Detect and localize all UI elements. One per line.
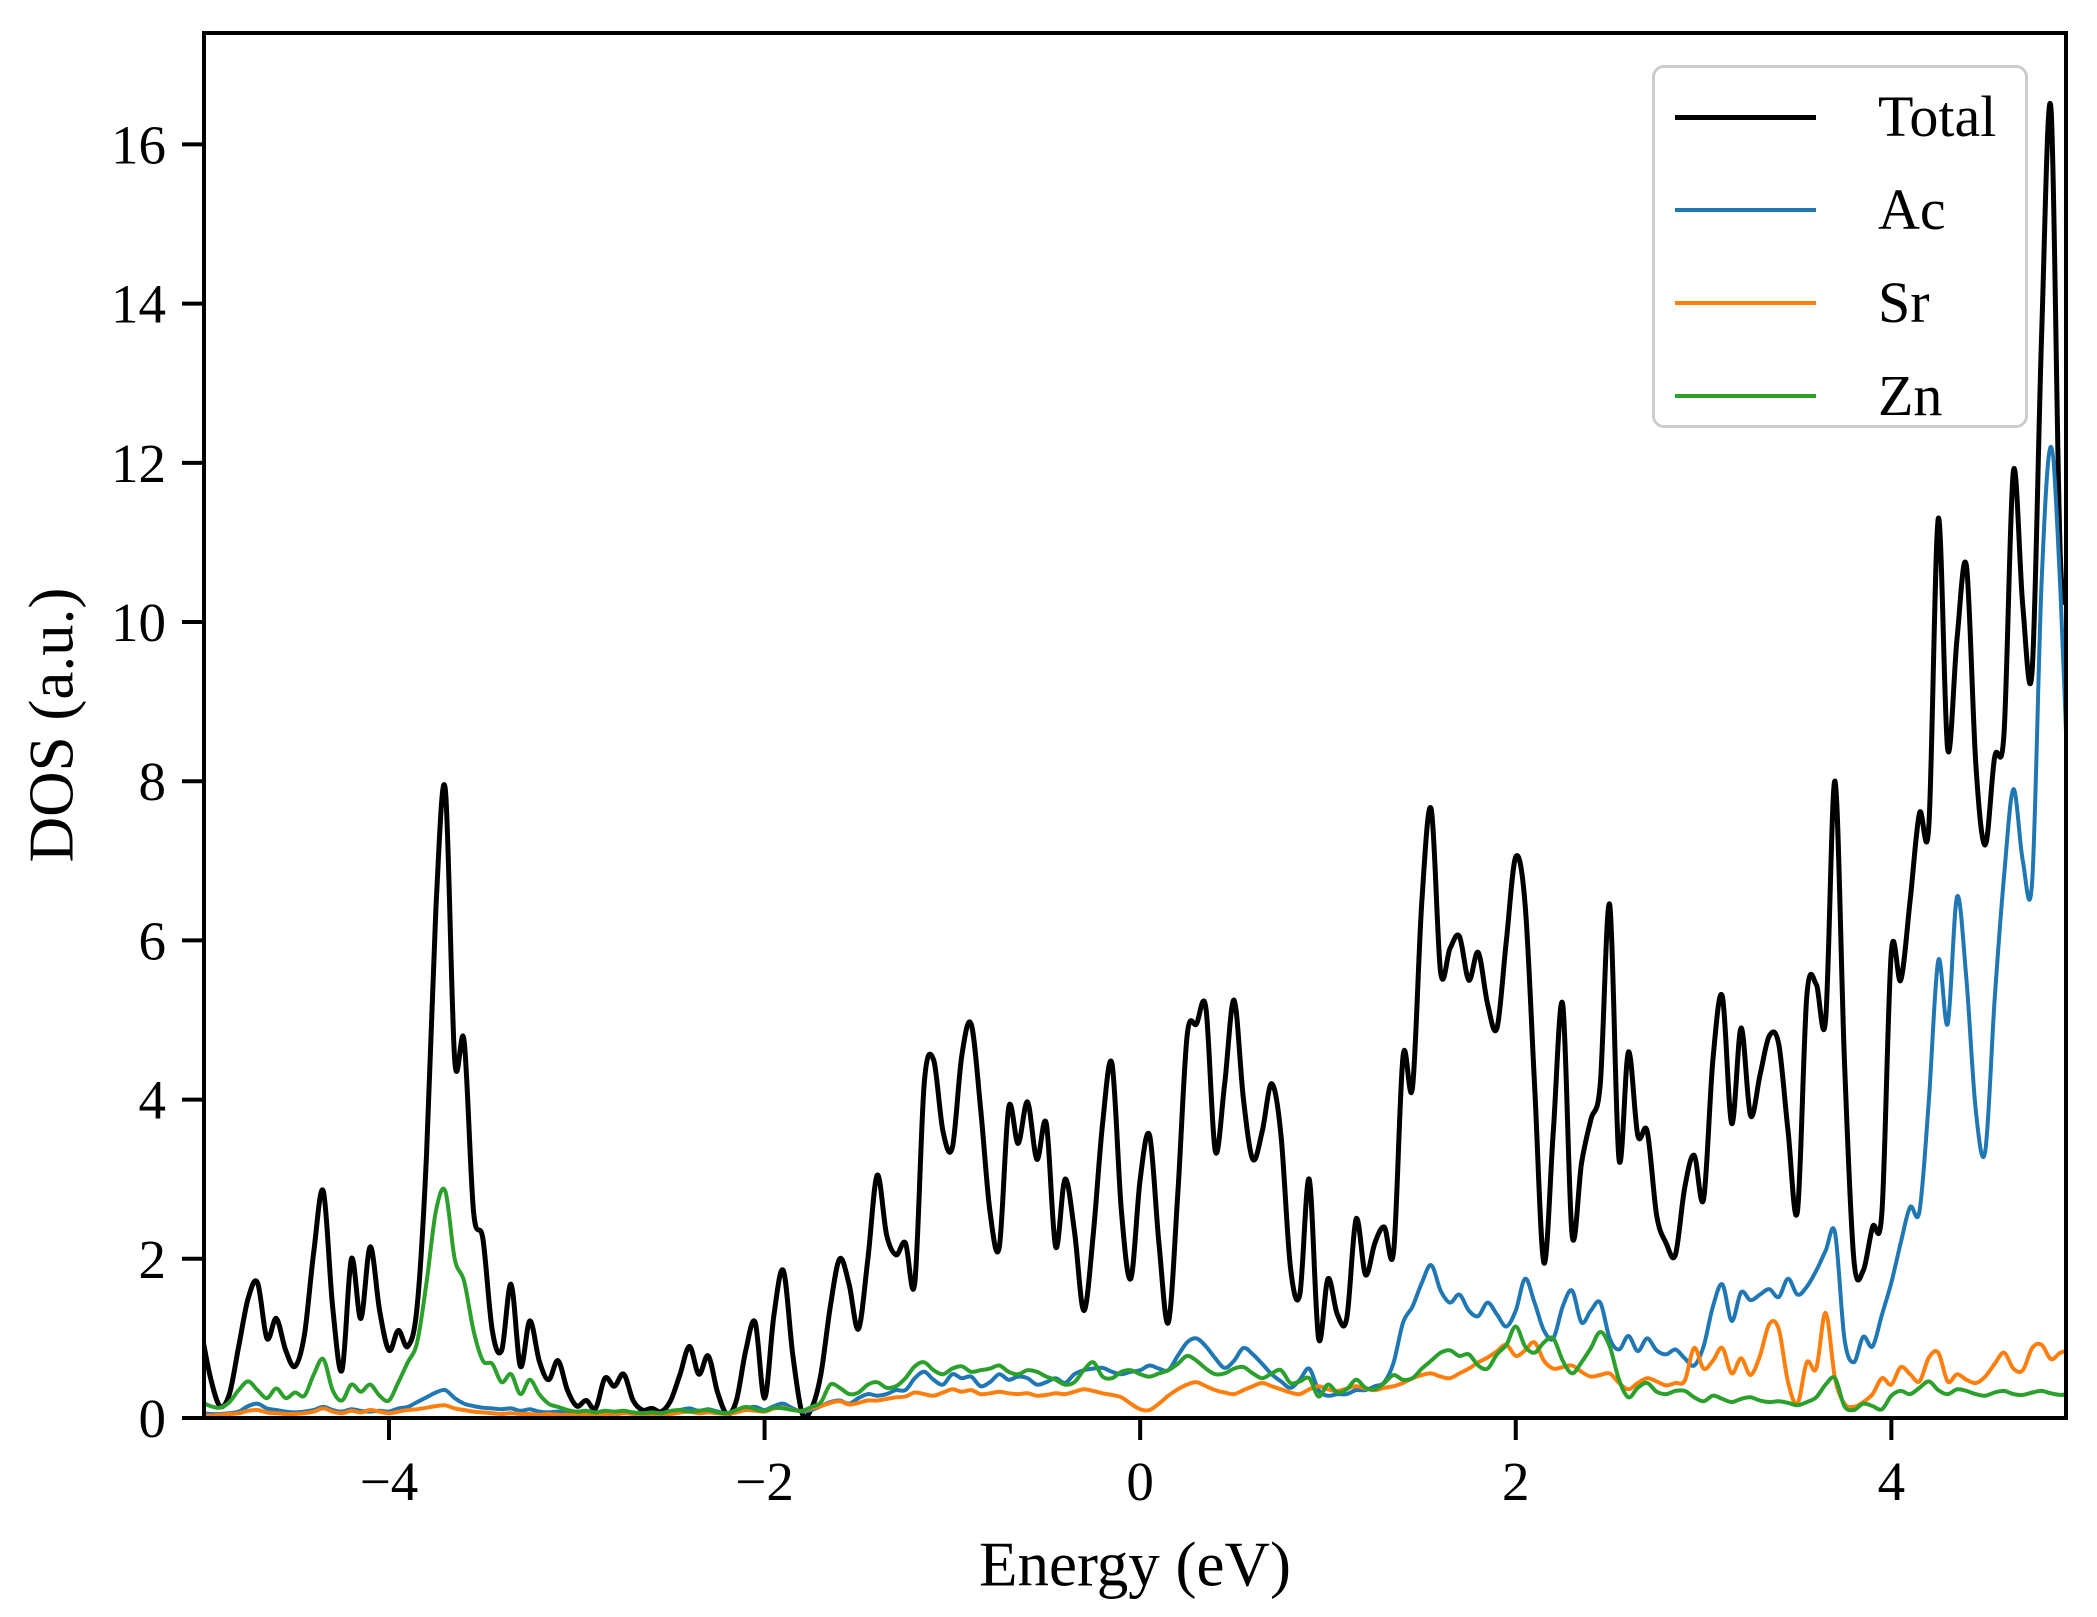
legend-line-zn bbox=[1675, 394, 1816, 398]
axes-spines bbox=[202, 31, 2068, 1420]
x-tick-label: −4 bbox=[360, 1451, 419, 1512]
legend-entry-ac: Ac bbox=[1655, 180, 2025, 240]
y-tick-label: 0 bbox=[139, 1388, 167, 1449]
legend-line-total bbox=[1675, 114, 1816, 120]
legend-line-sr bbox=[1675, 301, 1816, 305]
series-line-zn bbox=[204, 1186, 2066, 1416]
legend-line-ac bbox=[1675, 208, 1816, 212]
x-axis-title: Energy (eV) bbox=[979, 1529, 1291, 1600]
y-tick-label: 10 bbox=[111, 592, 166, 653]
legend: Total Ac Sr Zn bbox=[1652, 65, 2028, 428]
x-tick-label: 4 bbox=[1878, 1451, 1906, 1512]
legend-label-total: Total bbox=[1878, 84, 1997, 149]
y-tick-label: 4 bbox=[139, 1070, 167, 1131]
legend-label-zn: Zn bbox=[1878, 363, 1943, 428]
legend-label-sr: Sr bbox=[1878, 270, 1930, 335]
legend-entry-sr: Sr bbox=[1655, 273, 2025, 333]
y-tick-label: 12 bbox=[111, 433, 166, 494]
y-tick-label: 8 bbox=[139, 751, 167, 812]
series-line-total bbox=[204, 101, 2066, 1418]
x-tick-label: 0 bbox=[1126, 1451, 1154, 1512]
x-tick-label: −2 bbox=[735, 1451, 794, 1512]
y-axis-title: DOS (a.u.) bbox=[16, 587, 87, 863]
legend-label-ac: Ac bbox=[1878, 177, 1946, 242]
y-tick-label: 14 bbox=[111, 274, 166, 335]
y-tick-label: 6 bbox=[139, 910, 167, 971]
y-tick-label: 16 bbox=[111, 114, 166, 175]
x-tick-label: 2 bbox=[1502, 1451, 1530, 1512]
legend-entry-total: Total bbox=[1655, 87, 2025, 147]
legend-entry-zn: Zn bbox=[1655, 366, 2025, 426]
series-line-ac bbox=[204, 444, 2066, 1417]
y-tick-label: 2 bbox=[139, 1229, 167, 1290]
series-line-sr bbox=[204, 1310, 2066, 1418]
